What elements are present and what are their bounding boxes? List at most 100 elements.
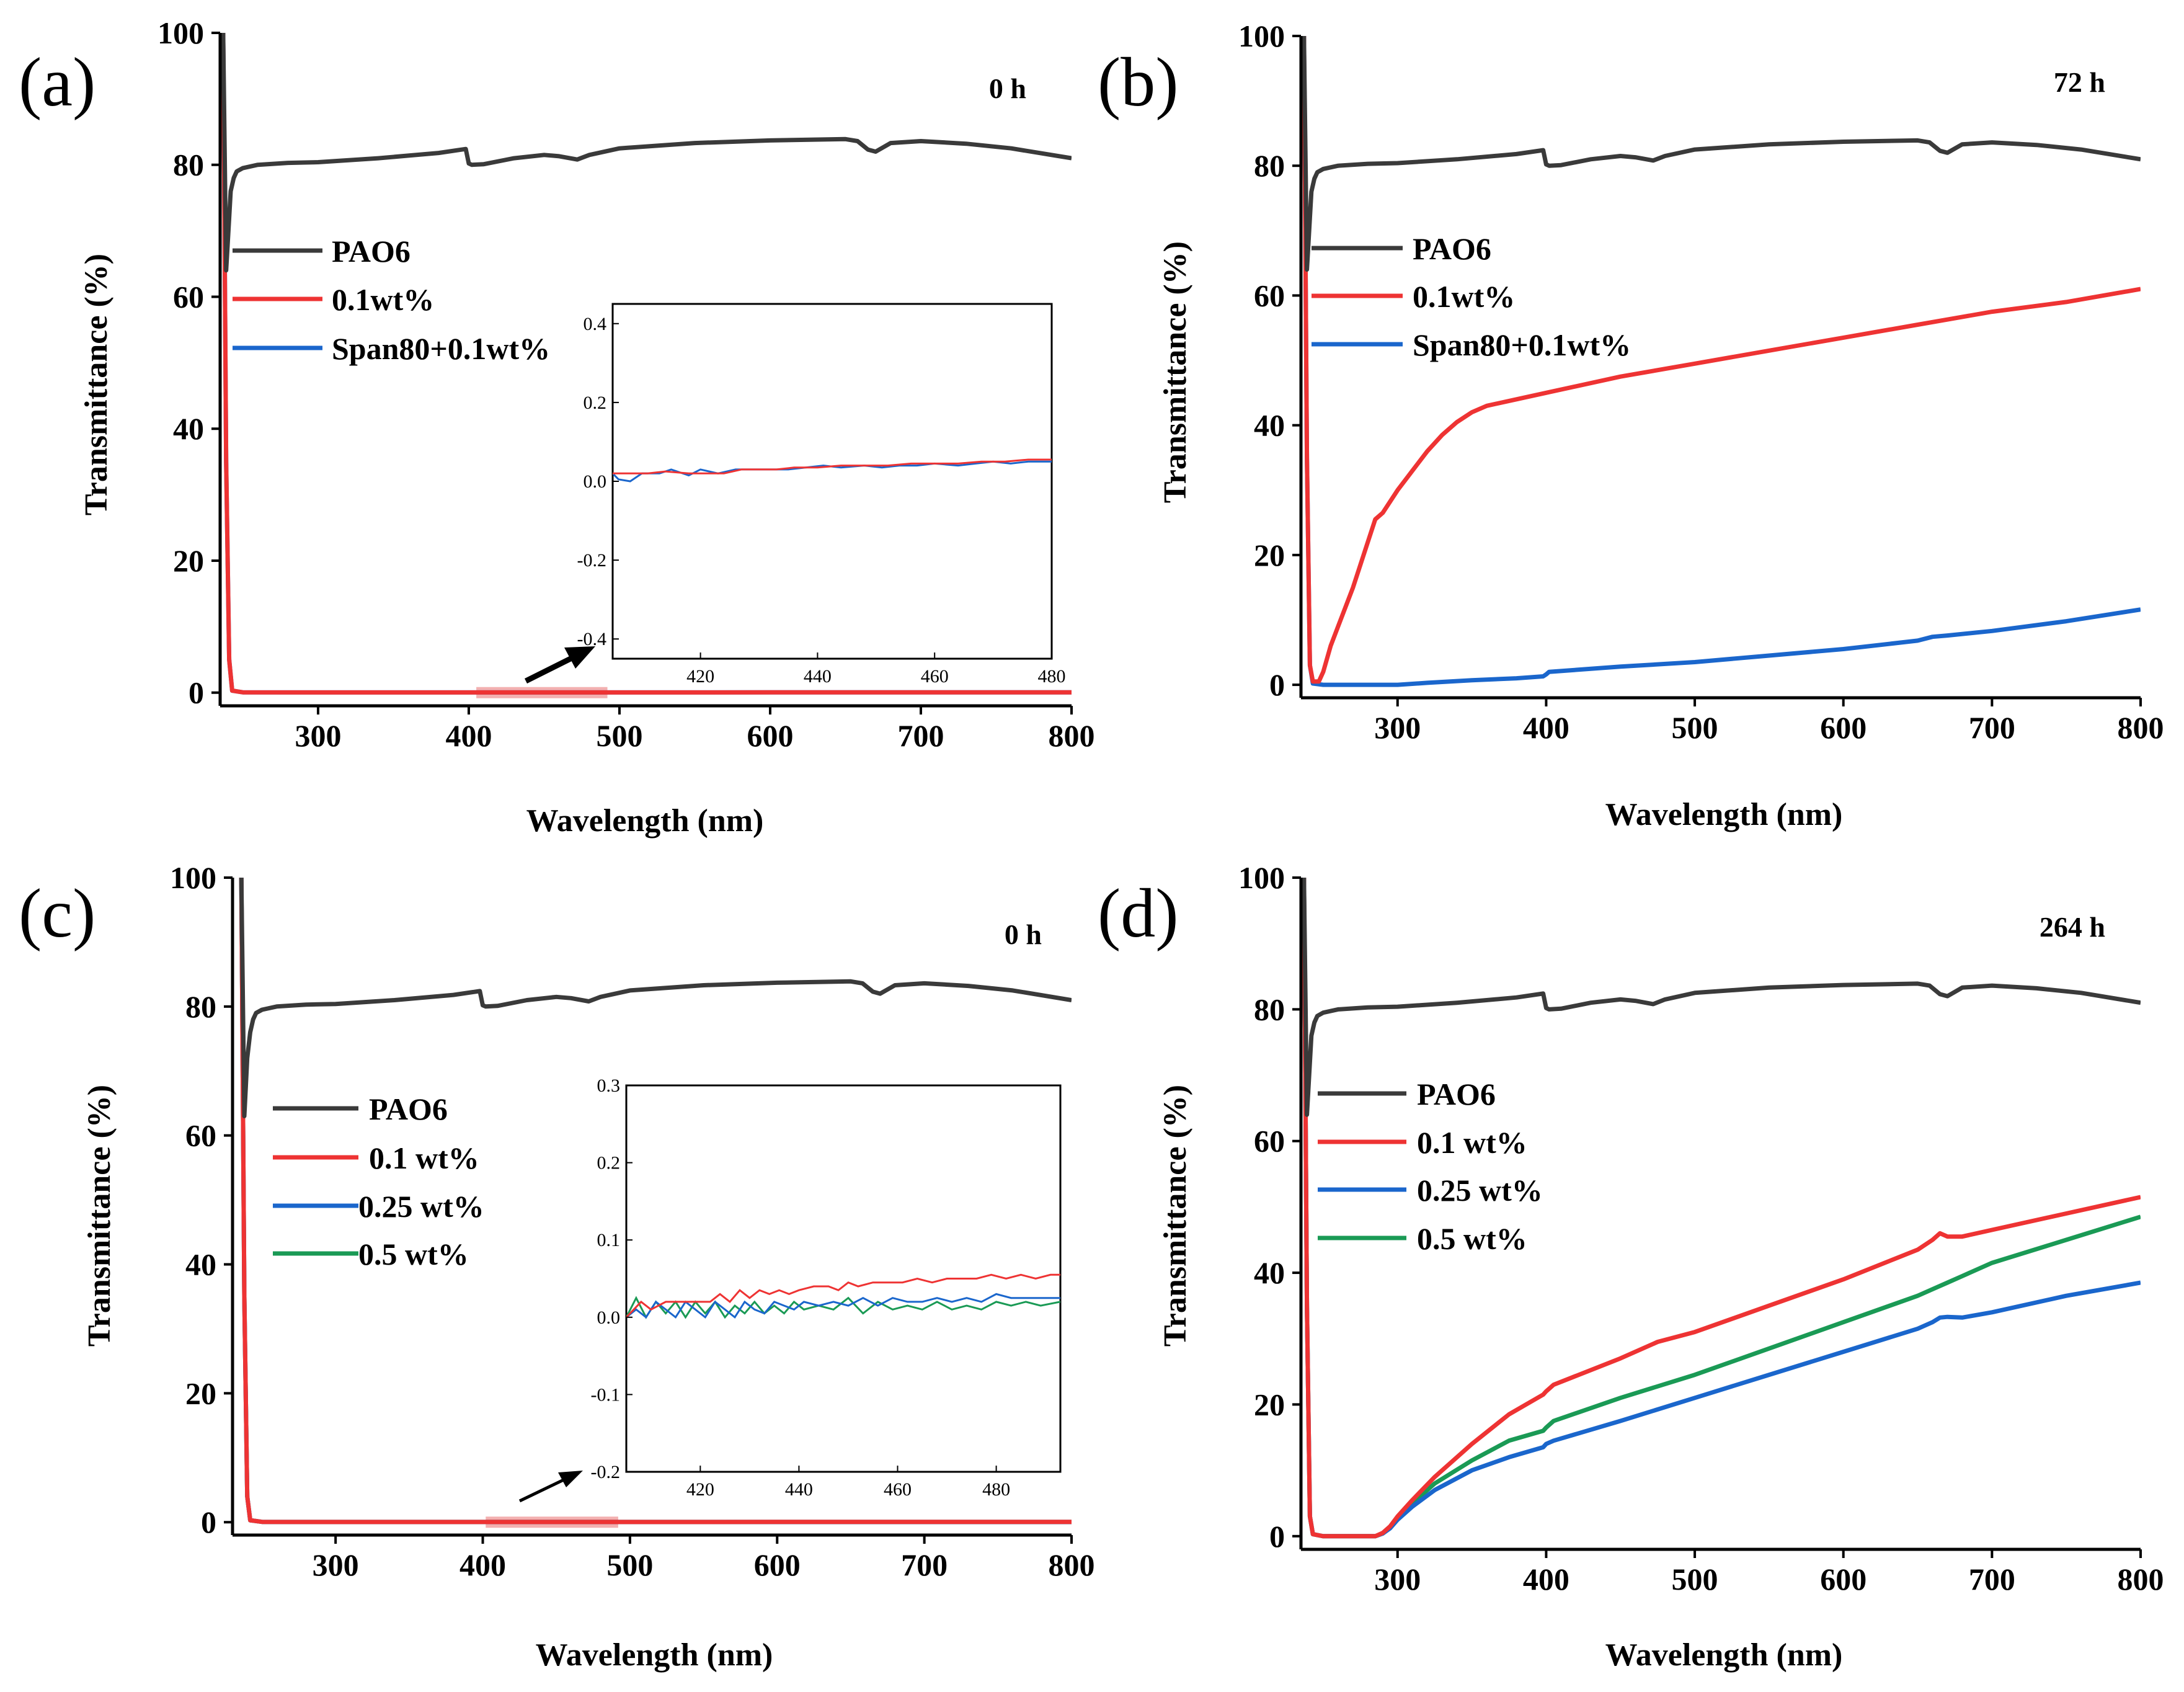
legend-label-span80: Span80+0.1wt% <box>1413 327 1631 362</box>
legend-b: PAO6 0.1wt% Span80+0.1wt% <box>1312 231 1631 362</box>
inset-x-tick-label: 440 <box>785 1479 813 1500</box>
x-tick-label: 700 <box>1969 710 2015 745</box>
series-line-0-1wt- <box>1302 36 2141 684</box>
x-tick-label: 700 <box>897 718 944 753</box>
inset-x-tick-label: 460 <box>884 1479 912 1500</box>
time-label-d: 264 h <box>2040 911 2105 943</box>
x-tick-label: 800 <box>2118 710 2164 745</box>
legend-label-0.1wt: 0.1wt% <box>1413 279 1515 314</box>
y-tick-label: 80 <box>1254 992 1285 1026</box>
inset-y-tick-label: -0.2 <box>577 550 607 571</box>
inset-series-0-1-wt- <box>626 1273 1060 1318</box>
y-tick-label: 40 <box>1254 408 1285 443</box>
inset-y-tick-label: -0.2 <box>591 1462 621 1482</box>
x-axis-title-c: Wavelength (nm) <box>536 1637 773 1673</box>
x-axis-title-a: Wavelength (nm) <box>526 803 764 839</box>
y-tick-label: 40 <box>173 411 204 446</box>
x-tick-label: 500 <box>606 1547 653 1582</box>
inset-x-tick-label: 420 <box>686 1479 714 1500</box>
x-tick-label: 400 <box>445 718 492 753</box>
y-axis-title-a: Transmittance (%) <box>79 254 114 515</box>
legend-label-span80: Span80+0.1wt% <box>332 331 550 366</box>
inset-y-tick-label: -0.4 <box>577 629 607 649</box>
inset-y-tick-label: 0.4 <box>584 314 607 334</box>
y-tick-label: 20 <box>1254 538 1285 572</box>
x-tick-label: 800 <box>2118 1562 2164 1596</box>
time-label-c: 0 h <box>1005 919 1042 950</box>
x-axis-title-b: Wavelength (nm) <box>1605 797 1843 832</box>
y-tick-label: 60 <box>173 279 204 314</box>
y-tick-label: 0 <box>189 675 204 710</box>
y-axis-title-d: Transmittance (%) <box>1158 1085 1193 1347</box>
legend-label-pao6: PAO6 <box>332 234 411 269</box>
legend-label-pao6: PAO6 <box>369 1092 448 1126</box>
legend-label-0.5wt: 0.5 wt% <box>1417 1221 1527 1256</box>
legend-label-pao6: PAO6 <box>1417 1077 1496 1111</box>
legend-label-0.1wt: 0.1 wt% <box>369 1141 479 1175</box>
x-tick-label: 700 <box>1969 1562 2015 1596</box>
x-tick-label: 800 <box>1049 718 1095 753</box>
x-tick-label: 500 <box>596 718 642 753</box>
inset-y-tick-label: 0.2 <box>584 393 607 413</box>
x-tick-label: 600 <box>747 718 793 753</box>
inset-a: 420 440 460 480 -0.4 -0.2 0.0 0.2 0.4 <box>577 303 1066 687</box>
panel-label-c: (c) <box>19 875 95 952</box>
inset-frame <box>611 303 1053 660</box>
legend-a: PAO6 0.1wt% Span80+0.1wt% <box>233 234 550 366</box>
series-line-0-1wt- <box>221 33 1072 695</box>
inset-c: 420 440 460 480 -0.2 -0.1 0.0 0.1 0.2 0.3 <box>591 1075 1062 1500</box>
y-tick-label: 60 <box>185 1118 216 1153</box>
legend-d: PAO6 0.1 wt% 0.25 wt% 0.5 wt% <box>1318 1077 1543 1256</box>
y-tick-label: 0 <box>201 1505 216 1539</box>
legend-label-0.25wt: 0.25 wt% <box>1417 1173 1543 1208</box>
y-tick-label: 80 <box>1254 148 1285 183</box>
inset-x-tick-label: 460 <box>921 666 949 687</box>
x-tick-label: 400 <box>459 1547 506 1582</box>
legend-label-0.1wt: 0.1 wt% <box>1417 1125 1527 1160</box>
x-tick-label: 800 <box>1049 1547 1095 1582</box>
x-tick-label: 300 <box>313 1547 359 1582</box>
x-tick-label: 500 <box>1672 710 1718 745</box>
inset-series-0-25-wt- <box>626 1293 1060 1319</box>
zoom-arrow-c <box>518 1471 583 1503</box>
panel-d: (d) 264 h Wavelength (nm) Transmittance … <box>1098 860 2164 1673</box>
series-line-pao6 <box>239 878 1072 1118</box>
inset-y-tick-label: 0.0 <box>597 1307 621 1328</box>
y-tick-label: 20 <box>185 1376 216 1410</box>
y-tick-label: 60 <box>1254 1124 1285 1159</box>
y-tick-label: 100 <box>1238 860 1285 895</box>
y-tick-label: 0 <box>1269 667 1285 702</box>
x-axis-title-d: Wavelength (nm) <box>1605 1637 1843 1673</box>
series-line-pao6 <box>221 33 1072 273</box>
x-tick-label: 300 <box>295 718 341 753</box>
legend-label-0.25wt: 0.25 wt% <box>358 1189 484 1224</box>
x-tick-label: 300 <box>1374 710 1421 745</box>
time-label-a: 0 h <box>989 73 1026 104</box>
inset-y-tick-label: -0.1 <box>591 1384 621 1405</box>
series-line-pao6 <box>1302 36 2141 272</box>
x-tick-label: 600 <box>754 1547 801 1582</box>
y-tick-label: 100 <box>170 860 216 895</box>
x-tick-label: 400 <box>1523 1562 1569 1596</box>
legend-label-pao6: PAO6 <box>1413 231 1491 266</box>
y-axis-title-c: Transmittance (%) <box>82 1085 117 1347</box>
y-tick-label: 100 <box>1238 19 1285 53</box>
x-tick-label: 600 <box>1820 1562 1867 1596</box>
panel-label-d: (d) <box>1098 875 1179 952</box>
y-tick-label: 60 <box>1254 278 1285 313</box>
legend-label-0.1wt: 0.1wt% <box>332 282 434 317</box>
legend-label-0.5wt: 0.5 wt% <box>358 1237 469 1271</box>
x-tick-label: 600 <box>1820 710 1867 745</box>
inset-x-tick-label: 440 <box>804 666 832 687</box>
y-tick-label: 80 <box>173 148 204 182</box>
y-tick-label: 0 <box>1269 1519 1285 1554</box>
y-tick-label: 20 <box>1254 1387 1285 1422</box>
panel-a: (a) 0 h Wavelength (nm) Transmittance (%… <box>19 16 1095 839</box>
inset-y-tick-label: 0.3 <box>597 1075 621 1096</box>
time-label-b: 72 h <box>2054 66 2105 98</box>
y-tick-label: 80 <box>185 989 216 1024</box>
inset-y-tick-label: 0.1 <box>597 1230 621 1250</box>
y-axis-title-b: Transmittance (%) <box>1158 241 1193 503</box>
x-tick-label: 300 <box>1374 1562 1421 1596</box>
